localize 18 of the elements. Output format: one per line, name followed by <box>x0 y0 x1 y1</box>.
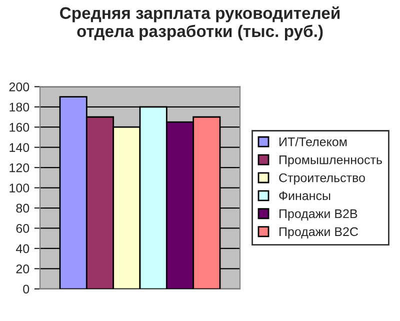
chart-title: Средняя зарплата руководителей отдела разработки (тыс. руб.) <box>60 6 340 40</box>
y-tick-label: 80 <box>16 204 30 213</box>
legend-label: ИТ/Телеком <box>280 137 347 146</box>
legend-label: Финансы <box>279 191 330 200</box>
y-tick-label: 60 <box>16 224 30 233</box>
y-tick-label: 140 <box>10 143 30 152</box>
y-tick-label: 120 <box>10 163 30 172</box>
y-tick-label: 180 <box>10 102 30 112</box>
legend-label: Строительство <box>279 173 365 185</box>
y-tick-label: 200 <box>9 82 30 92</box>
legend-label: Промышленность <box>280 156 382 167</box>
legend-label: Продажи B2B <box>280 209 358 221</box>
y-tick-label: 0 <box>23 284 30 294</box>
legend-label: Продажи B2C <box>280 227 358 239</box>
y-tick-label: 100 <box>10 184 30 192</box>
y-tick-label: 160 <box>10 122 30 132</box>
y-tick-label: 20 <box>16 264 30 274</box>
y-tick-label: 40 <box>16 244 30 254</box>
